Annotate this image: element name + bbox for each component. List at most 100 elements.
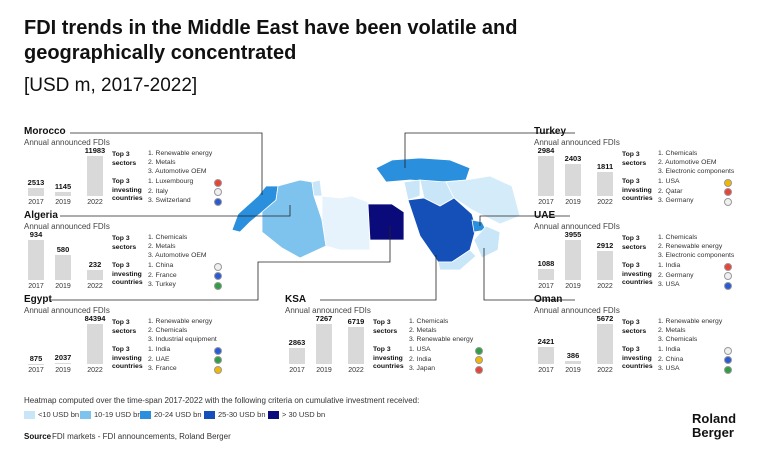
logo: Roland Berger [692, 411, 737, 440]
countries-label: Top 3 investing countries [112, 262, 143, 286]
sector: 2. Chemicals [148, 327, 188, 334]
bar [28, 240, 44, 280]
sector: 1. Renewable energy [658, 318, 723, 325]
value-label: 1811 [596, 161, 614, 171]
country: 3. Switzerland [148, 197, 191, 204]
sector: 2. Metals [148, 159, 176, 166]
year-label: 2022 [87, 283, 103, 290]
flag [724, 262, 732, 271]
sectors-label: Top 3 sectors [112, 319, 137, 335]
value-label: 11983 [84, 146, 106, 155]
country-name: KSA [285, 294, 307, 305]
sector: 3. Renewable energy [409, 336, 474, 343]
value-label: 1088 [537, 258, 555, 268]
sectors-label: Top 3 sectors [622, 235, 647, 251]
bar [597, 171, 613, 196]
flag [475, 356, 483, 364]
bar [538, 156, 554, 196]
legend-swatch [140, 411, 151, 419]
year-label: 2022 [87, 367, 103, 374]
value-label: 6719 [347, 317, 365, 327]
title: FDI trends in the Middle East have been … [24, 17, 518, 64]
caption: Annual announced FDIs [285, 306, 371, 315]
bar [87, 324, 103, 364]
bar [565, 240, 581, 280]
year-label: 2019 [55, 367, 71, 374]
legend-swatch [80, 411, 91, 419]
flag [724, 346, 732, 355]
countries-label: Top 3 investing countries [112, 178, 143, 202]
bar [87, 156, 103, 196]
flag [724, 197, 732, 206]
flag [724, 178, 732, 187]
year-label: 2022 [597, 283, 613, 290]
sector: 1. Chemicals [658, 150, 698, 157]
legend-swatch [204, 411, 215, 419]
country: 3. USA [658, 281, 680, 288]
country: 2. Germany [658, 271, 694, 279]
bar [87, 270, 103, 280]
flag [214, 262, 222, 271]
sector: 1. Chemicals [148, 234, 188, 241]
flag [214, 281, 222, 290]
bar [28, 187, 44, 196]
year-label: 2019 [565, 199, 581, 206]
sectors-label: Top 3 sectors [622, 151, 647, 167]
country-name: Morocco [24, 126, 66, 137]
country: 3. Germany [658, 197, 694, 204]
value-label: 934 [29, 230, 43, 239]
year-label: 2019 [55, 283, 71, 290]
country-name: Oman [534, 294, 563, 305]
legend-text: Heatmap computed over the time-span 2017… [24, 396, 420, 405]
bar [55, 255, 71, 280]
flag [724, 356, 732, 364]
flag [724, 188, 732, 196]
value-label: 3955 [564, 230, 582, 239]
sector: 1. Chemicals [658, 234, 698, 241]
sectors-label: Top 3 sectors [112, 151, 137, 167]
country-name: UAE [534, 210, 556, 221]
country: 2. Italy [148, 187, 169, 195]
country: 3. Japan [409, 365, 436, 372]
value-label: 2421 [537, 336, 555, 346]
sector: 3. Electronic components [658, 168, 735, 175]
sector: 2. Metals [409, 327, 437, 334]
bar [565, 163, 581, 196]
bar [55, 192, 71, 196]
source: FDI markets - FDI announcements, Roland … [52, 432, 231, 441]
year-label: 2022 [597, 199, 613, 206]
sector: 3. Chemicals [658, 336, 698, 343]
bar [348, 327, 364, 364]
country: 1. USA [409, 346, 431, 353]
country: 3. USA [658, 365, 680, 372]
flag [724, 365, 732, 374]
caption: Annual announced FDIs [24, 222, 110, 231]
year-label: 2019 [565, 283, 581, 290]
countries-label: Top 3 investing countries [112, 346, 143, 370]
legend-label: 20-24 USD bn [154, 410, 202, 419]
country: 1. Luxembourg [148, 178, 194, 185]
sector: 1. Renewable energy [148, 150, 213, 157]
caption: Annual announced FDIs [24, 306, 110, 315]
year-label: 2017 [28, 283, 44, 290]
country-name: Egypt [24, 294, 52, 305]
value-label: 386 [566, 351, 580, 361]
countries-label: Top 3 investing countries [622, 178, 653, 202]
sector: 3. Automotive OEM [148, 252, 207, 259]
sector: 3. Industrial equipment [148, 336, 217, 343]
year-label: 2019 [55, 199, 71, 206]
subtitle: [USD m, 2017-2022] [24, 75, 198, 96]
flag [724, 272, 732, 280]
country: 2. Qatar [658, 187, 683, 195]
country: 2. China [658, 355, 684, 363]
sector: 1. Chemicals [409, 318, 449, 325]
country: 2. UAE [148, 355, 170, 363]
legend-label: 25-30 USD bn [218, 410, 266, 419]
sector: 2. Automotive OEM [658, 159, 717, 166]
value-label: 232 [88, 260, 102, 270]
value-label: 580 [56, 245, 70, 255]
sector: 2. Metals [658, 327, 686, 334]
flag [214, 188, 222, 196]
year-label: 2022 [87, 199, 103, 206]
